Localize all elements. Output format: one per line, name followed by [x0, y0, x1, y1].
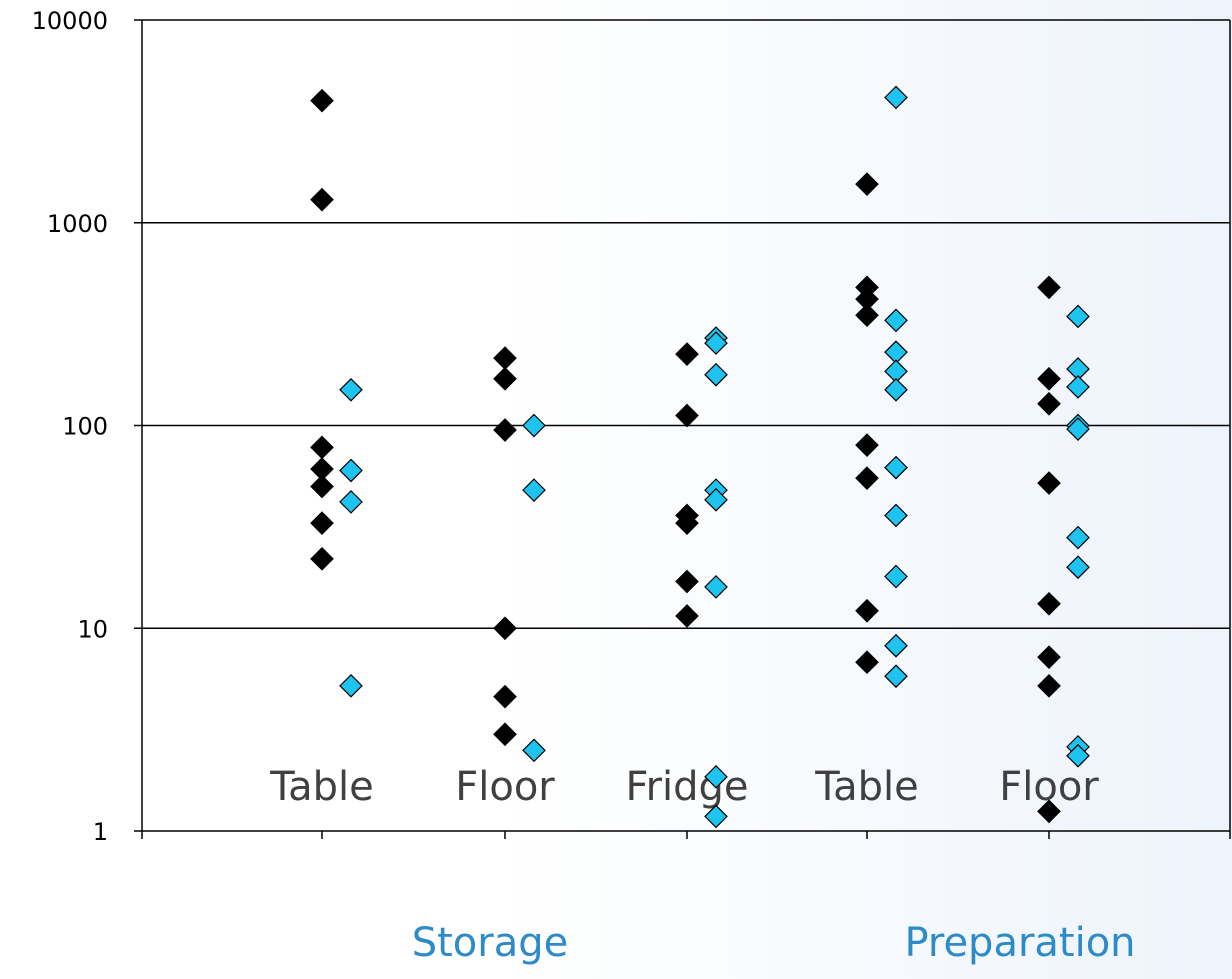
point-s0-c2-1	[675, 403, 699, 428]
point-s1-c4-8	[1066, 743, 1090, 768]
point-s0-c2-4	[675, 569, 699, 594]
data-points	[310, 85, 1090, 829]
point-s0-c3-6	[855, 598, 879, 623]
x-group-labels: Storage Preparation	[412, 920, 1136, 966]
x-category-labels: Table Floor Fridge Table Floor	[269, 764, 1099, 810]
point-s1-c2-4	[704, 487, 728, 512]
point-s1-c3-1	[884, 308, 908, 333]
ytick-label-1: 1	[93, 818, 108, 846]
ytick-label-10000: 10000	[32, 7, 108, 35]
point-s0-c1-3	[493, 616, 517, 641]
point-s0-c4-5	[1037, 645, 1061, 670]
point-s0-c0-0	[310, 88, 334, 113]
point-s0-c0-4	[310, 474, 334, 499]
point-s0-c0-6	[310, 546, 334, 571]
x-category-label-3: Table	[814, 764, 918, 810]
point-s0-c4-3	[1037, 471, 1061, 495]
point-s1-c3-9	[884, 664, 908, 689]
point-s0-c3-0	[855, 172, 879, 197]
x-category-label-1: Floor	[455, 764, 555, 810]
point-s1-c4-0	[1066, 304, 1090, 329]
point-s0-c4-0	[1037, 275, 1061, 300]
point-s1-c0-1	[339, 458, 363, 483]
point-s0-c0-1	[310, 187, 334, 212]
point-s0-c1-1	[493, 366, 517, 391]
point-s1-c3-5	[884, 455, 908, 480]
point-s0-c0-5	[310, 511, 334, 535]
point-s0-c4-4	[1037, 591, 1061, 616]
point-s0-c1-5	[493, 722, 517, 747]
x-category-label-2: Fridge	[625, 764, 748, 810]
point-s1-c4-4	[1066, 417, 1090, 441]
point-s1-c2-7	[704, 804, 728, 829]
point-s1-c4-6	[1066, 555, 1090, 580]
point-s1-c3-6	[884, 503, 908, 528]
gridlines	[142, 19, 1230, 629]
point-s1-c2-5	[704, 575, 728, 599]
ytick-label-10: 10	[77, 615, 108, 643]
point-s1-c0-3	[339, 673, 363, 698]
point-s0-c4-1	[1037, 366, 1061, 391]
point-s0-c2-5	[675, 604, 699, 628]
point-s1-c3-8	[884, 633, 908, 658]
point-s0-c1-2	[493, 418, 517, 442]
point-s1-c1-0	[522, 413, 546, 438]
point-s1-c2-1	[704, 331, 728, 355]
point-s1-c3-0	[884, 85, 908, 110]
point-s1-c0-2	[339, 490, 363, 514]
point-s0-c2-0	[675, 342, 699, 366]
point-s0-c3-3	[855, 303, 879, 328]
point-s0-c1-0	[493, 346, 517, 370]
point-s1-c4-2	[1066, 375, 1090, 399]
x-group-label-0: Storage	[412, 920, 569, 966]
point-s1-c2-6	[704, 764, 728, 789]
point-s1-c1-2	[522, 738, 546, 763]
point-s0-c4-2	[1037, 391, 1061, 416]
point-s0-c4-6	[1037, 673, 1061, 698]
point-s1-c4-5	[1066, 525, 1090, 550]
point-s1-c3-7	[884, 564, 908, 589]
point-s0-c3-7	[855, 650, 879, 675]
x-group-label-1: Preparation	[904, 920, 1135, 966]
ytick-label-100: 100	[62, 413, 108, 441]
point-s0-c4-7	[1037, 799, 1061, 824]
point-s0-c2-3	[675, 511, 699, 535]
point-s0-c3-5	[855, 466, 879, 490]
point-s1-c1-1	[522, 478, 546, 502]
point-s1-c0-0	[339, 377, 363, 402]
point-s1-c3-4	[884, 377, 908, 402]
ytick-label-1000: 1000	[47, 210, 108, 238]
y-tick-labels: 1 10 100 1000 10000	[32, 7, 108, 846]
point-s0-c0-2	[310, 435, 334, 460]
point-s0-c1-4	[493, 684, 517, 709]
x-category-label-0: Table	[269, 764, 373, 810]
point-s0-c3-4	[855, 433, 879, 457]
axes	[134, 19, 1231, 839]
point-s1-c2-2	[704, 362, 728, 387]
